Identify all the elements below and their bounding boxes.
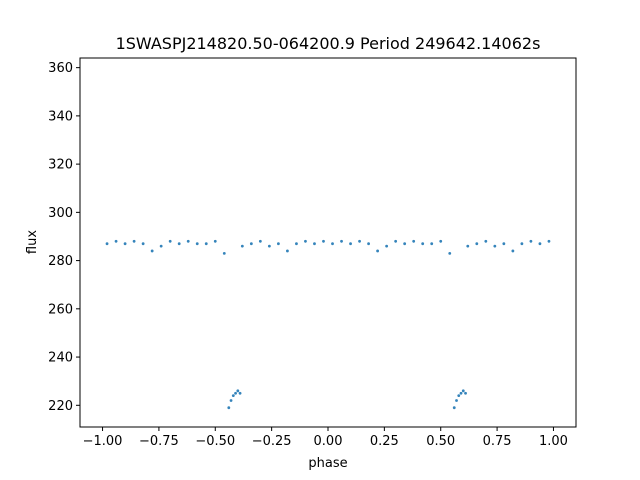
data-point (421, 242, 425, 246)
scatter-points (105, 239, 551, 410)
data-point (277, 242, 280, 246)
x-tick-label: −0.50 (195, 434, 235, 449)
data-point (240, 244, 244, 248)
data-point (313, 242, 316, 246)
data-point (403, 242, 407, 246)
data-point (213, 239, 217, 243)
data-point (159, 244, 163, 248)
data-point (177, 242, 181, 246)
x-tick-label: 0.75 (483, 434, 512, 449)
y-tick-label: 340 (48, 109, 73, 124)
y-axis-ticks: 220 240 260 280 300 320 340 360 (48, 61, 80, 414)
x-axis-ticks: −1.00 −0.75 −0.50 −0.25 0.00 0.25 0.50 0.75 1.00 (83, 427, 568, 449)
data-point (267, 244, 271, 248)
data-point (132, 239, 136, 243)
data-point (538, 242, 542, 246)
data-point (229, 399, 233, 402)
data-point (238, 391, 242, 395)
x-tick-label: −0.75 (139, 434, 179, 449)
data-point (448, 251, 452, 255)
data-point (195, 242, 199, 246)
data-point (236, 389, 240, 393)
data-point (331, 242, 334, 246)
y-tick-label: 220 (48, 399, 73, 414)
x-tick-label: 1.00 (539, 434, 568, 449)
data-point (376, 249, 379, 253)
data-point (367, 242, 370, 246)
x-tick-label: 0.25 (370, 434, 399, 449)
x-tick-label: 0.50 (426, 434, 455, 449)
y-tick-label: 320 (48, 158, 73, 173)
data-point (412, 239, 416, 243)
data-point (502, 242, 506, 246)
y-axis-label: flux (25, 230, 40, 254)
data-point (186, 239, 190, 243)
data-point (168, 239, 172, 243)
data-point (234, 391, 237, 395)
data-point (455, 399, 458, 402)
chart-title: 1SWASPJ214820.50-064200.9 Period 249642.… (116, 34, 541, 53)
data-point (204, 242, 208, 246)
y-tick-label: 240 (48, 351, 73, 366)
y-tick-label: 260 (48, 302, 73, 317)
x-tick-label: −0.25 (252, 434, 292, 449)
data-point (520, 242, 524, 246)
y-tick-label: 360 (48, 61, 73, 76)
x-tick-label: −1.00 (83, 434, 123, 449)
data-point (222, 251, 226, 255)
y-tick-label: 280 (48, 254, 73, 269)
data-point (459, 391, 463, 395)
data-point (141, 242, 145, 246)
data-point (484, 239, 488, 243)
data-point (466, 244, 470, 248)
data-point (394, 239, 398, 243)
data-point (227, 406, 231, 410)
x-axis-label: phase (308, 456, 347, 471)
data-point (511, 249, 515, 253)
data-point (258, 239, 262, 243)
data-point (457, 394, 461, 398)
data-point (452, 406, 456, 410)
data-point (493, 244, 497, 248)
data-point (430, 242, 434, 246)
data-point (286, 249, 289, 253)
data-point (547, 239, 551, 243)
data-point (385, 244, 389, 248)
data-point (114, 239, 118, 243)
data-point (349, 242, 352, 246)
data-point (231, 394, 235, 398)
data-point (123, 242, 127, 246)
data-point (439, 239, 443, 243)
data-point (249, 242, 253, 246)
data-point (105, 242, 109, 246)
data-point (304, 239, 307, 243)
data-point (461, 389, 465, 393)
data-point (322, 239, 325, 243)
x-tick-label: 0.00 (314, 434, 343, 449)
data-point (358, 239, 361, 243)
data-point (475, 242, 479, 246)
data-point (529, 239, 533, 243)
y-tick-label: 300 (48, 206, 73, 221)
data-point (464, 391, 467, 395)
data-point (340, 239, 343, 243)
data-point (150, 249, 154, 253)
data-point (295, 242, 298, 246)
